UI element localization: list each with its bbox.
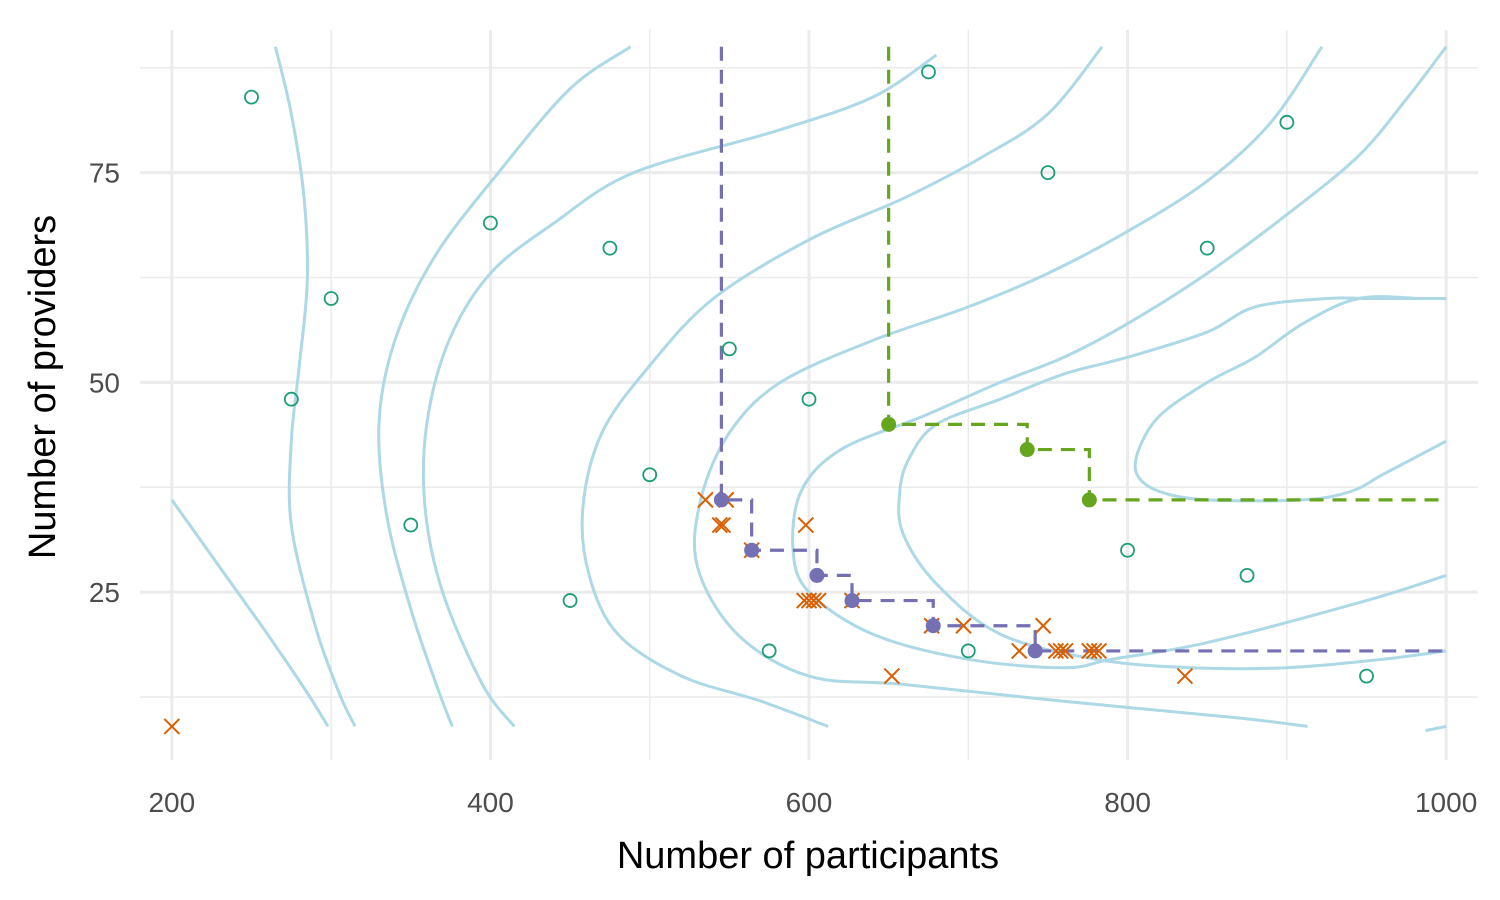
purple-frontier-point (1027, 643, 1043, 659)
x-tick-label: 400 (467, 787, 514, 818)
open-circle-point (642, 467, 658, 483)
cross-point (955, 617, 972, 634)
contour-lines (170, 45, 1448, 733)
contour-line (692, 45, 1324, 728)
open-circle-point (1279, 114, 1295, 130)
cross-point (1011, 642, 1028, 660)
purple-frontier-point (844, 593, 860, 609)
contour-line (377, 45, 632, 727)
y-axis-title: Number of providers (22, 215, 64, 559)
green-frontier-point (1081, 492, 1097, 508)
green-frontier-step-line (887, 46, 1447, 502)
data-points (163, 64, 1374, 735)
open-circle-point (721, 341, 737, 357)
y-tick-labels: 25 50 75 (89, 158, 120, 609)
open-circle-point (483, 215, 498, 231)
open-circle-point (921, 64, 936, 80)
cross-point (797, 516, 815, 534)
x-tick-label: 1000 (1415, 787, 1477, 818)
purple-frontier-point (744, 542, 760, 558)
purple-frontier-point (809, 567, 825, 583)
open-circle-point (1239, 568, 1255, 583)
cross-point (714, 516, 732, 534)
open-circle-point (323, 291, 339, 306)
contour-line (170, 499, 330, 728)
open-circle-point (562, 593, 578, 608)
purple-frontier-point (925, 618, 941, 634)
x-axis-title: Number of participants (617, 835, 999, 877)
purple-frontier-step-line (719, 46, 1447, 653)
cross-point (1085, 642, 1103, 660)
cross-point (697, 491, 714, 509)
contour-line (421, 53, 938, 728)
x-tick-labels: 200 400 600 800 1000 (148, 787, 1477, 818)
cross-point (1090, 642, 1108, 660)
y-tick-label: 50 (89, 367, 120, 398)
open-circle-point (283, 391, 299, 407)
contour-line (1425, 724, 1447, 733)
open-circle-point (1199, 240, 1215, 256)
contour-line (791, 45, 1448, 670)
cross-point (810, 592, 827, 609)
green-frontier-point (881, 416, 897, 432)
green-frontier-point (1019, 442, 1035, 458)
cross-point (805, 592, 822, 609)
open-circle-point (1040, 165, 1056, 181)
contour-line (1133, 295, 1447, 503)
open-circle-point (960, 643, 976, 659)
cross-point (1176, 667, 1194, 685)
cross-point (1052, 642, 1069, 660)
cross-point (163, 718, 181, 735)
x-tick-label: 800 (1104, 787, 1151, 818)
y-tick-label: 75 (89, 158, 120, 189)
cross-point (1057, 642, 1074, 660)
open-circle-point (602, 240, 618, 256)
cross-point (711, 516, 729, 534)
x-tick-label: 600 (786, 787, 833, 818)
x-tick-label: 200 (148, 787, 195, 818)
purple-frontier-point (713, 492, 729, 508)
open-circle-point (761, 643, 777, 659)
cross-point (1034, 617, 1052, 634)
open-circle-point (801, 391, 817, 407)
contour-line (580, 45, 1104, 728)
y-tick-label: 25 (89, 577, 120, 608)
open-circle-point (1120, 542, 1135, 558)
open-circle-point (244, 89, 259, 105)
contour-line (897, 296, 1447, 671)
cross-point (883, 667, 901, 685)
open-circle-point (1359, 668, 1374, 684)
open-circle-point (403, 517, 419, 533)
contour-line (273, 46, 357, 728)
